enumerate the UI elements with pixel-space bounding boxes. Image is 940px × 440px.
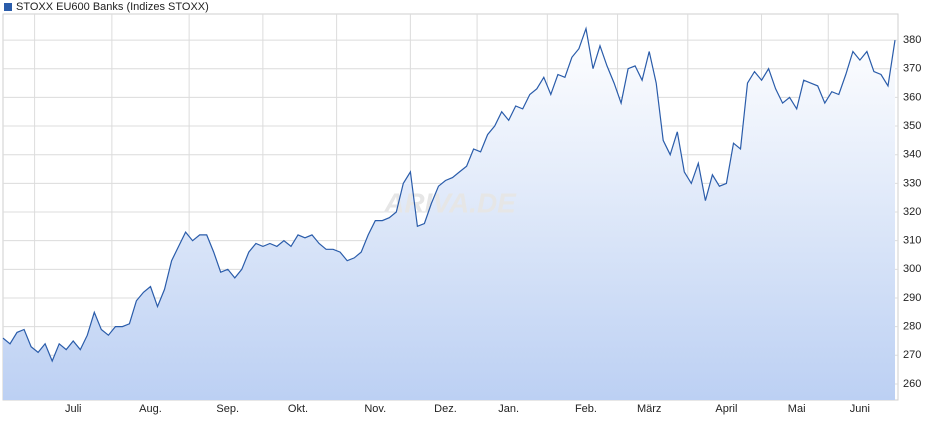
x-tick-label: April [715,403,737,415]
y-tick-label: 320 [903,206,921,218]
x-tick-label: Nov. [364,403,386,415]
x-tick-label: Mai [788,403,806,415]
watermark: ARIVA.DE [383,187,517,218]
y-tick-label: 350 [903,120,921,132]
x-tick-label: Jan. [498,403,519,415]
y-tick-label: 360 [903,91,921,103]
y-tick-label: 310 [903,235,921,247]
y-tick-label: 330 [903,177,921,189]
x-tick-label: Juli [65,403,82,415]
y-tick-label: 380 [903,34,921,46]
x-tick-label: Juni [850,403,870,415]
legend-swatch [4,3,12,11]
x-tick-label: Dez. [434,403,457,415]
x-tick-label: März [637,403,661,415]
x-tick-label: Aug. [139,403,162,415]
y-tick-label: 370 [903,63,921,75]
y-tick-label: 300 [903,263,921,275]
legend-label: STOXX EU600 Banks (Indizes STOXX) [16,1,209,13]
y-tick-label: 280 [903,321,921,333]
y-tick-label: 290 [903,292,921,304]
line [2,26,896,363]
area-fill [3,28,895,400]
y-tick-label: 270 [903,349,921,361]
x-tick-label: Okt. [288,403,308,415]
y-tick-label: 340 [903,149,921,161]
x-tick-label: Sep. [216,403,239,415]
y-tick-label: 260 [903,378,921,390]
x-tick-label: Feb. [575,403,597,415]
